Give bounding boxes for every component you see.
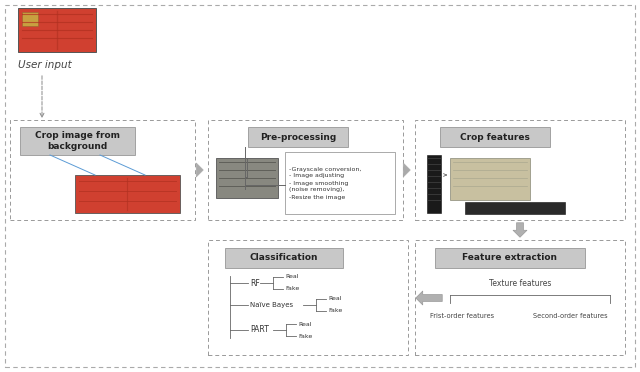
- Bar: [10, 120, 195, 220]
- Text: Real: Real: [328, 296, 342, 301]
- Bar: [75, 175, 180, 213]
- Bar: [225, 248, 343, 268]
- Text: Frist-order features: Frist-order features: [430, 313, 494, 319]
- Text: PART: PART: [250, 326, 269, 334]
- Text: Naïve Bayes: Naïve Bayes: [250, 302, 293, 308]
- Text: Texture features: Texture features: [489, 279, 551, 288]
- Text: Crop features: Crop features: [460, 132, 530, 141]
- Bar: [216, 158, 278, 198]
- Text: Crop image from
background: Crop image from background: [35, 131, 120, 151]
- Bar: [18, 8, 96, 52]
- Text: Pre-processing: Pre-processing: [260, 132, 336, 141]
- Text: Real: Real: [285, 275, 298, 279]
- Bar: [208, 120, 403, 220]
- Bar: [415, 240, 625, 355]
- Bar: [22, 12, 38, 26]
- Bar: [248, 127, 348, 147]
- Bar: [20, 127, 135, 155]
- Text: User input: User input: [18, 60, 72, 70]
- Bar: [285, 152, 395, 214]
- Text: Fake: Fake: [298, 334, 312, 339]
- Text: Feature extraction: Feature extraction: [463, 253, 557, 263]
- Bar: [415, 120, 625, 220]
- Bar: [440, 127, 550, 147]
- Text: Fake: Fake: [285, 286, 300, 292]
- Text: Real: Real: [298, 321, 312, 327]
- Bar: [450, 158, 530, 200]
- Text: -Grayscale conversion,
- Image adjusting
- Image smoothing
(noise removing),
-Re: -Grayscale conversion, - Image adjusting…: [289, 167, 362, 199]
- Bar: [427, 155, 441, 213]
- Text: RF: RF: [250, 279, 260, 288]
- Bar: [465, 202, 565, 214]
- Text: Second-order features: Second-order features: [532, 313, 607, 319]
- Text: Fake: Fake: [328, 308, 342, 314]
- Text: Classification: Classification: [250, 253, 318, 263]
- Bar: [208, 240, 408, 355]
- Bar: [435, 248, 585, 268]
